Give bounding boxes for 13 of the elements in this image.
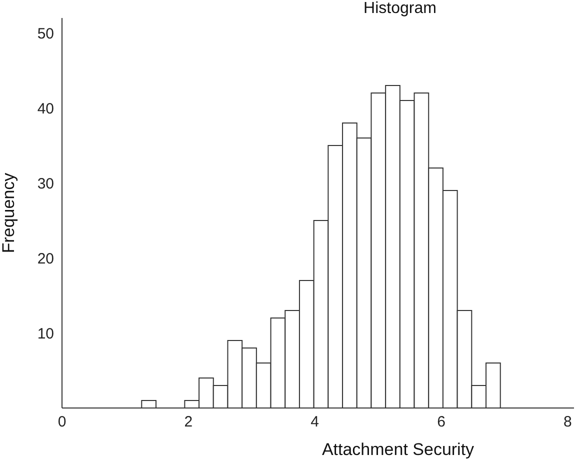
x-tick-label: 2 [184, 414, 193, 431]
y-tick-label: 20 [37, 250, 54, 268]
x-axis-title: Attachment Security [322, 440, 475, 459]
x-tick-label: 0 [58, 414, 66, 431]
x-tick-label: 8 [564, 414, 572, 431]
x-tick-label: 6 [437, 414, 446, 431]
y-tick-label: 30 [37, 175, 54, 192]
y-tick-label: 50 [37, 25, 54, 42]
y-tick-label: 40 [37, 100, 54, 118]
x-tick-label: 4 [310, 414, 320, 431]
y-axis-title: Frequency [0, 172, 18, 254]
chart-title: Histogram [362, 0, 438, 18]
y-tick-label: 10 [37, 325, 54, 342]
